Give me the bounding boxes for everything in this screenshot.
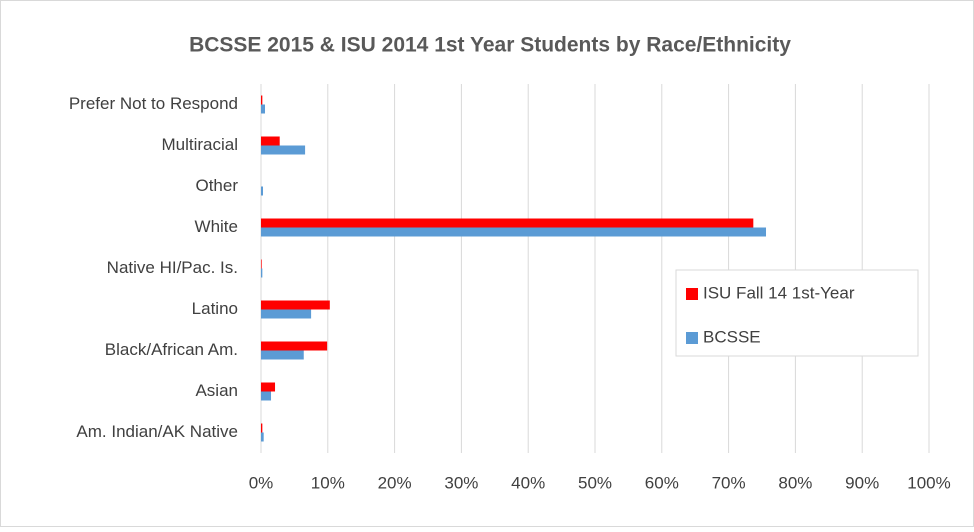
bar (261, 432, 264, 442)
x-tick-label: 80% (778, 473, 812, 492)
bar (261, 95, 263, 105)
y-tick-label: Latino (192, 299, 238, 318)
bar (261, 423, 263, 433)
y-tick-label: Asian (195, 381, 238, 400)
x-tick-label: 20% (378, 473, 412, 492)
bar (261, 391, 272, 401)
y-tick-label: Native HI/Pac. Is. (107, 258, 238, 277)
bar (261, 136, 280, 146)
x-tick-label: 50% (578, 473, 612, 492)
bar (261, 227, 767, 237)
bar (261, 382, 276, 392)
x-tick-label: 30% (444, 473, 478, 492)
legend-label: ISU Fall 14 1st-Year (703, 283, 855, 302)
bar (261, 350, 304, 360)
bar (261, 145, 306, 155)
bar (261, 186, 264, 196)
bar (261, 259, 262, 269)
legend-box (675, 269, 919, 357)
x-tick-label: 40% (511, 473, 545, 492)
bar (261, 300, 330, 310)
legend-label: BCSSE (703, 327, 761, 346)
bar (261, 218, 754, 228)
x-tick-label: 60% (645, 473, 679, 492)
legend-swatch (686, 332, 698, 344)
y-tick-label: White (195, 217, 238, 236)
chart-title: BCSSE 2015 & ISU 2014 1st Year Students … (189, 34, 791, 57)
y-tick-label: Am. Indian/AK Native (76, 422, 238, 441)
legend-swatch (686, 288, 698, 300)
y-tick-label: Black/African Am. (105, 340, 238, 359)
bar (261, 268, 263, 278)
y-tick-label: Multiracial (161, 135, 238, 154)
bar (261, 309, 312, 319)
x-tick-label: 100% (907, 473, 950, 492)
x-tick-label: 90% (845, 473, 879, 492)
x-tick-label: 10% (311, 473, 345, 492)
x-tick-label: 70% (712, 473, 746, 492)
x-tick-label: 0% (249, 473, 274, 492)
y-tick-label: Other (195, 176, 238, 195)
bar (261, 104, 266, 114)
bar (261, 341, 328, 351)
y-tick-label: Prefer Not to Respond (69, 94, 238, 113)
